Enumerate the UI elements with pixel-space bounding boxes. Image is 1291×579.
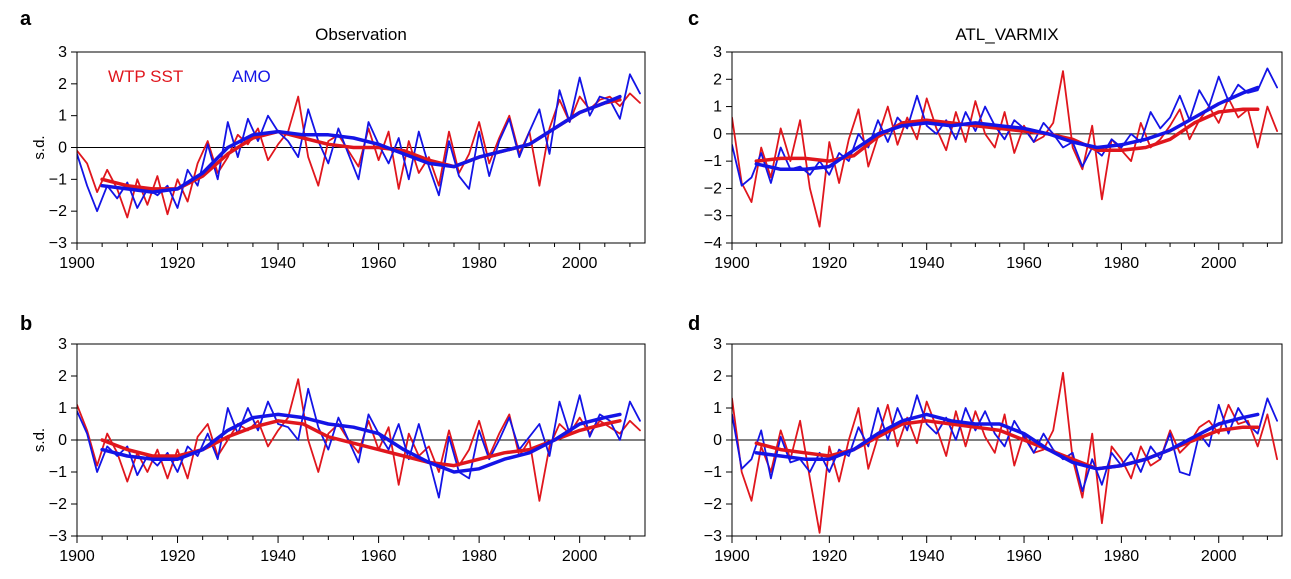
x-tick-label: 1960 [1006, 548, 1042, 565]
legend-wtp-sst: WTP SST [108, 67, 183, 86]
y-tick-label: −2 [49, 203, 67, 220]
y-tick-label: −2 [704, 496, 722, 513]
y-tick-label: 3 [713, 336, 722, 353]
y-tick-label: 0 [58, 432, 67, 449]
panel-letter: a [20, 8, 32, 30]
panel-c: c ATL_VARMIX −4 −3 −2 −1 0 1 2 3 1900 1920 1940 1960 1… [688, 8, 1282, 272]
wtp-sst-smoothed-line [102, 100, 620, 189]
y-tick-label: −3 [704, 208, 722, 225]
x-tick-label: 1900 [714, 548, 750, 565]
panel-letter: b [20, 313, 32, 335]
panel-b: b −3 −2 −1 0 1 2 3 1900 1920 1940 1960 1980 2000 s.d. [20, 313, 645, 565]
y-tick-label: −4 [704, 235, 722, 252]
y-tick-label: −1 [49, 171, 67, 188]
x-tick-label: 1980 [1104, 255, 1140, 272]
y-tick-label: 2 [58, 76, 67, 93]
panel-title: ATL_VARMIX [955, 25, 1058, 44]
y-tick-label: 0 [713, 126, 722, 143]
x-tick-label: 2000 [562, 255, 598, 272]
x-tick-label: 1920 [812, 255, 848, 272]
series-group [77, 74, 640, 217]
y-axis-label: s.d. [31, 428, 48, 452]
amo-smoothed-line [102, 97, 620, 193]
x-tick-label: 1960 [1006, 255, 1042, 272]
panel-a: a Observation −3 −2 −1 0 1 2 3 1900 1920 1940 1960 19… [20, 8, 645, 272]
y-tick-label: 1 [58, 400, 67, 417]
x-tick-label: 1900 [59, 548, 95, 565]
x-tick-label: 1960 [361, 255, 397, 272]
x-tick-label: 2000 [562, 548, 598, 565]
y-tick-label: −1 [704, 464, 722, 481]
y-tick-label: 2 [58, 368, 67, 385]
x-tick-label: 1900 [59, 255, 95, 272]
series-group [732, 68, 1277, 226]
y-tick-label: 3 [58, 44, 67, 61]
x-tick-label: 1940 [909, 255, 945, 272]
x-tick-label: 1920 [812, 548, 848, 565]
x-tick-label: 2000 [1201, 548, 1237, 565]
x-tick-label: 1940 [260, 255, 296, 272]
y-tick-label: 3 [713, 44, 722, 61]
x-tick-label: 1980 [1104, 548, 1140, 565]
panel-title: Observation [315, 25, 407, 44]
x-tick-label: 1960 [361, 548, 397, 565]
y-tick-label: −3 [704, 528, 722, 545]
y-tick-label: −3 [49, 235, 67, 252]
x-tick-label: 1940 [260, 548, 296, 565]
y-tick-label: 1 [713, 99, 722, 116]
y-tick-label: 1 [58, 108, 67, 125]
series-group [732, 373, 1277, 533]
y-tick-label: 3 [58, 336, 67, 353]
y-tick-label: −1 [49, 464, 67, 481]
panel-d: d −3 −2 −1 0 1 2 3 1900 1920 1940 1960 1980 2000 [688, 313, 1282, 565]
legend-amo: AMO [232, 67, 271, 86]
amo-line [732, 395, 1277, 491]
y-tick-label: 2 [713, 368, 722, 385]
plot-frame [732, 52, 1282, 243]
y-tick-label: 0 [713, 432, 722, 449]
wtp-sst-line [732, 71, 1277, 227]
x-tick-label: 1940 [909, 548, 945, 565]
x-tick-label: 2000 [1201, 255, 1237, 272]
panel-letter: c [688, 8, 699, 30]
y-tick-label: 1 [713, 400, 722, 417]
y-tick-label: 2 [713, 71, 722, 88]
x-tick-label: 1920 [160, 548, 196, 565]
x-tick-label: 1920 [160, 255, 196, 272]
y-tick-label: −2 [704, 180, 722, 197]
y-tick-label: 0 [58, 140, 67, 157]
x-tick-label: 1980 [461, 255, 497, 272]
y-axis-label: s.d. [31, 135, 48, 159]
y-tick-label: −1 [704, 153, 722, 170]
y-tick-label: −3 [49, 528, 67, 545]
x-tick-label: 1980 [461, 548, 497, 565]
x-tick-label: 1900 [714, 255, 750, 272]
panel-letter: d [688, 313, 700, 335]
y-tick-label: −2 [49, 496, 67, 513]
